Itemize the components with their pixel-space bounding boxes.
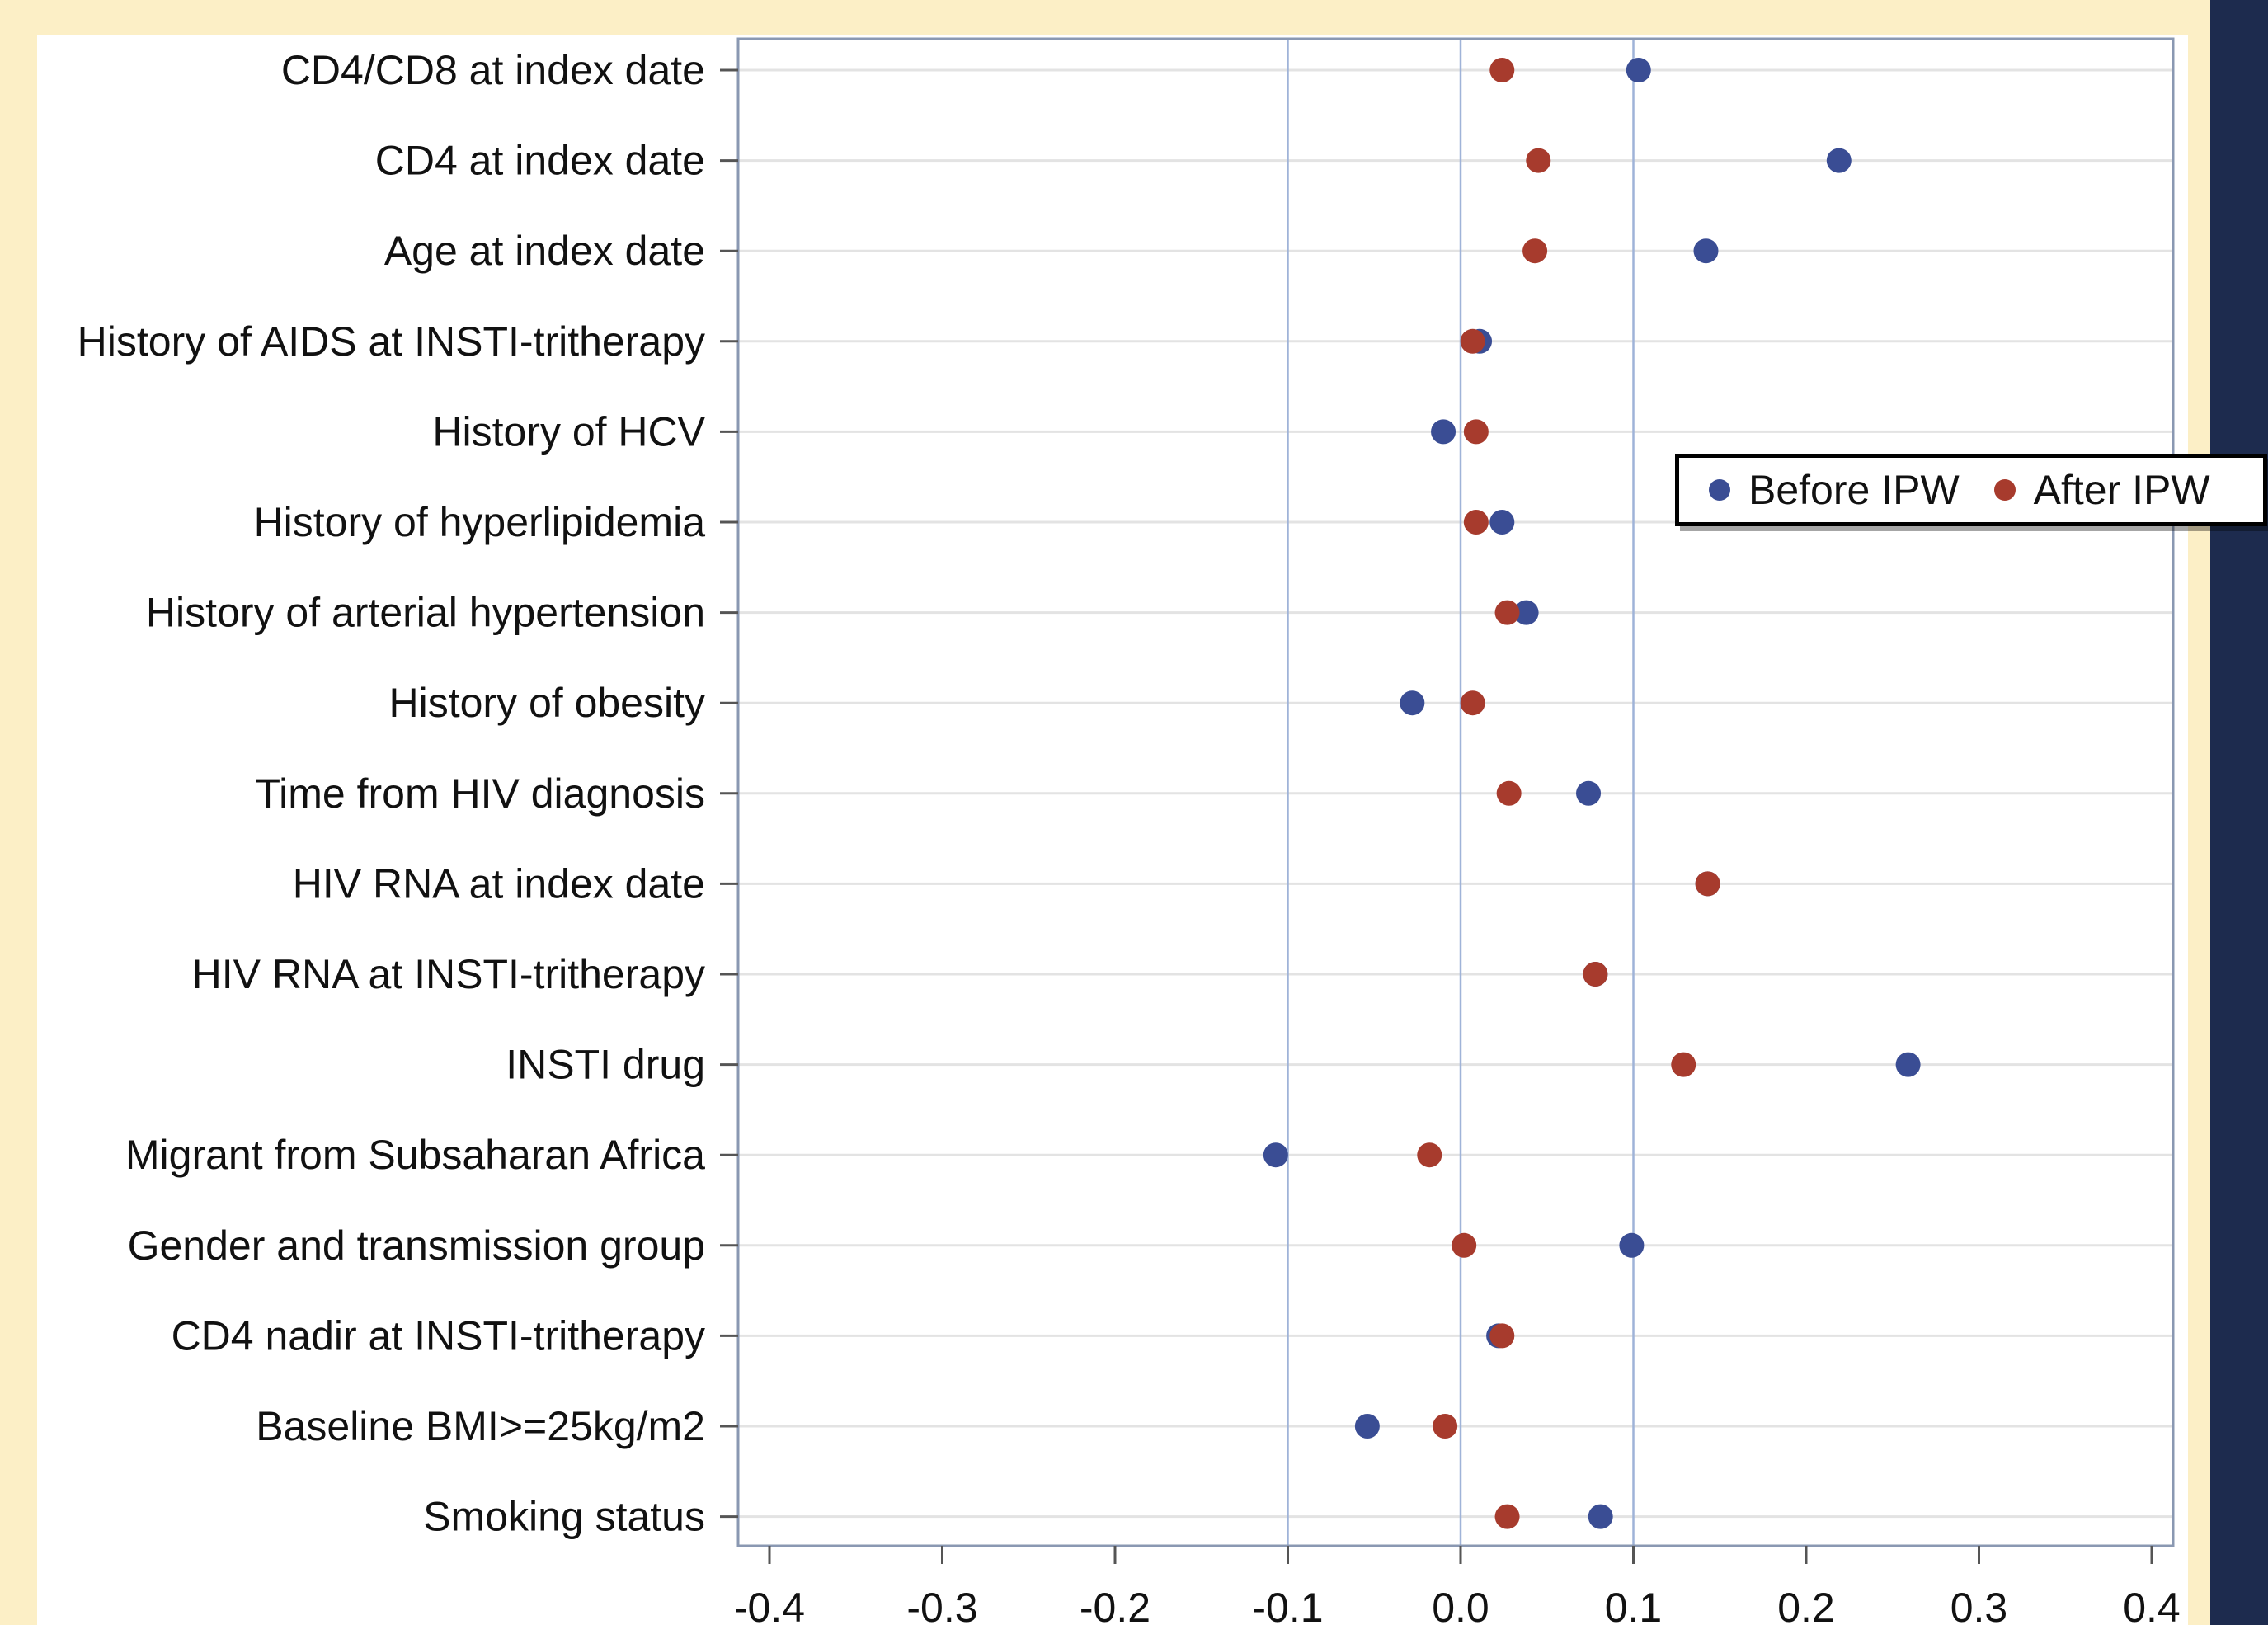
point-after-ipw	[1417, 1142, 1442, 1168]
point-after-ipw	[1460, 328, 1485, 354]
point-after-ipw	[1583, 962, 1608, 987]
point-before-ipw	[1489, 510, 1515, 535]
point-after-ipw	[1463, 510, 1489, 535]
chart-panel: CD4/CD8 at index date CD4 at index date Ag…	[37, 35, 2267, 1625]
y-tick-label: History of hyperlipidemia	[254, 499, 706, 545]
x-tick-label: -0.3	[906, 1585, 977, 1625]
y-tick-label: INSTI drug	[506, 1042, 705, 1088]
x-tick-label: -0.1	[1252, 1585, 1323, 1625]
y-tick-label: Migrant from Subsaharan Africa	[125, 1132, 705, 1178]
y-tick-label: History of obesity	[389, 680, 705, 726]
point-before-ipw	[1693, 238, 1719, 264]
point-before-ipw	[1576, 780, 1602, 806]
x-tick-label: -0.4	[734, 1585, 805, 1625]
y-tick-label: History of AIDS at INSTI-tritherapy	[78, 318, 705, 365]
point-after-ipw	[1522, 238, 1548, 264]
point-before-ipw	[1400, 690, 1425, 716]
y-tick-label: HIV RNA at index date	[293, 860, 705, 907]
point-before-ipw	[1588, 1504, 1613, 1529]
point-after-ipw	[1496, 780, 1522, 806]
legend-marker-before	[1709, 479, 1730, 501]
legend: Before IPW After IPW	[1675, 454, 2267, 526]
point-before-ipw	[1619, 1232, 1645, 1258]
point-after-ipw	[1433, 1414, 1458, 1439]
legend-label-before: Before IPW	[1748, 467, 1960, 513]
legend-item-after: After IPW	[1993, 466, 2210, 514]
y-tick-label: Baseline BMI>=25kg/m2	[256, 1403, 705, 1449]
legend-label-after: After IPW	[2033, 467, 2210, 513]
point-before-ipw	[1826, 148, 1852, 173]
point-after-ipw	[1460, 690, 1485, 716]
legend-marker-after	[1993, 479, 2016, 501]
point-after-ipw	[1489, 1323, 1515, 1349]
point-before-ipw	[1263, 1142, 1288, 1168]
point-before-ipw	[1513, 600, 1539, 625]
point-after-ipw	[1526, 148, 1551, 173]
point-before-ipw	[1354, 1414, 1380, 1439]
y-tick-label: Gender and transmission group	[128, 1222, 705, 1269]
point-after-ipw	[1452, 1232, 1477, 1258]
x-tick-label: 0.3	[1950, 1585, 2008, 1625]
point-after-ipw	[1695, 871, 1720, 897]
y-tick-label: Age at index date	[384, 228, 705, 274]
dot-plot: CD4/CD8 at index date CD4 at index date Ag…	[78, 37, 2181, 1625]
point-before-ipw	[1895, 1052, 1921, 1077]
point-after-ipw	[1494, 1504, 1520, 1529]
point-after-ipw	[1489, 58, 1515, 82]
x-tick-label: 0.0	[1432, 1585, 1489, 1625]
point-before-ipw	[1431, 419, 1456, 445]
x-tick-label: 0.2	[1777, 1585, 1835, 1625]
legend-item-before: Before IPW	[1709, 466, 1960, 514]
x-tick-label: 0.4	[2123, 1585, 2181, 1625]
y-tick-label: History of HCV	[432, 408, 705, 455]
x-tick-label: -0.2	[1080, 1585, 1150, 1625]
point-after-ipw	[1671, 1052, 1696, 1077]
y-tick-label: CD4 at index date	[375, 138, 705, 184]
y-tick-label: History of arterial hypertension	[146, 590, 705, 636]
y-tick-label: HIV RNA at INSTI-tritherapy	[192, 951, 705, 997]
y-tick-label: Time from HIV diagnosis	[255, 770, 705, 817]
y-tick-label: Smoking status	[423, 1494, 705, 1540]
x-tick-label: 0.1	[1605, 1585, 1663, 1625]
y-tick-label: CD4/CD8 at index date	[281, 47, 705, 93]
y-tick-label: CD4 nadir at INSTI-tritherapy	[172, 1312, 705, 1359]
point-before-ipw	[1626, 58, 1651, 82]
point-after-ipw	[1494, 600, 1520, 625]
point-after-ipw	[1463, 419, 1489, 445]
